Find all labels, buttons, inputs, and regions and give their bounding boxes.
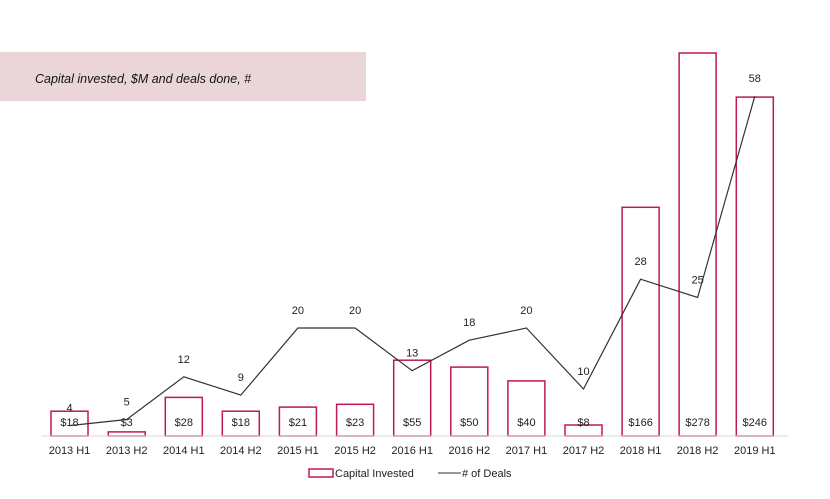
bar-label-2017-h2: $8 [577, 417, 589, 429]
bar-label-2018-h2: $278 [685, 417, 709, 429]
bar-label-2016-h1: $55 [403, 417, 421, 429]
bar-2018-h1 [621, 206, 660, 437]
deal-label-2016-h1: 13 [406, 348, 418, 360]
x-tick-2017-h1: 2017 H1 [506, 445, 548, 457]
x-tick-2014-h2: 2014 H2 [220, 445, 262, 457]
bar-label-2014-h1: $28 [175, 417, 193, 429]
x-tick-2018-h1: 2018 H1 [620, 445, 662, 457]
bar-label-2015-h2: $23 [346, 417, 364, 429]
chart-header-band [0, 52, 366, 101]
deal-label-2018-h2: 25 [691, 275, 703, 287]
legend-label-deals: # of Deals [462, 468, 512, 480]
x-tick-2017-h2: 2017 H2 [563, 445, 605, 457]
x-tick-2019-h1: 2019 H1 [734, 445, 776, 457]
deal-label-2017-h1: 20 [520, 305, 532, 317]
bar-2013-h1 [50, 410, 89, 437]
x-tick-2013-h1: 2013 H1 [49, 445, 91, 457]
deal-label-2018-h1: 28 [634, 256, 646, 268]
deal-label-2015-h2: 20 [349, 305, 361, 317]
chart-title: Capital invested, $M and deals done, # [35, 72, 252, 86]
bar-label-2014-h2: $18 [232, 417, 250, 429]
x-tick-2016-h2: 2016 H2 [449, 445, 491, 457]
bar-label-2017-h1: $40 [517, 417, 535, 429]
deal-label-2016-h2: 18 [463, 317, 475, 329]
legend-label-capital-invested: Capital Invested [335, 468, 414, 480]
deal-label-2019-h1: 58 [749, 73, 761, 85]
deal-label-2014-h2: 9 [238, 372, 244, 384]
bar-label-2016-h2: $50 [460, 417, 478, 429]
deals-line [69, 96, 756, 427]
deal-label-2017-h2: 10 [577, 366, 589, 378]
deal-label-2013-h1: 4 [66, 403, 72, 415]
x-tick-2014-h1: 2014 H1 [163, 445, 205, 457]
deal-label-2014-h1: 12 [178, 354, 190, 366]
legend-swatch-capital-invested [308, 468, 334, 478]
bar-label-2013-h1: $18 [60, 417, 78, 429]
bar-2019-h1 [735, 96, 775, 437]
bar-label-2018-h1: $166 [628, 417, 652, 429]
deal-label-2013-h2: 5 [124, 397, 130, 409]
x-tick-2018-h2: 2018 H2 [677, 445, 719, 457]
x-tick-2013-h2: 2013 H2 [106, 445, 148, 457]
legend: Capital Invested # of Deals [308, 468, 512, 480]
x-tick-2015-h2: 2015 H2 [334, 445, 376, 457]
bar-label-2019-h1: $246 [743, 417, 767, 429]
x-tick-2015-h1: 2015 H1 [277, 445, 319, 457]
bar-2014-h1 [164, 396, 204, 437]
bar-2018-h2 [678, 52, 717, 437]
bar-2013-h2 [107, 431, 146, 437]
bar-2017-h1 [507, 380, 546, 437]
deal-label-2015-h1: 20 [292, 305, 304, 317]
bar-label-2015-h1: $21 [289, 417, 307, 429]
x-tick-2016-h1: 2016 H1 [391, 445, 433, 457]
